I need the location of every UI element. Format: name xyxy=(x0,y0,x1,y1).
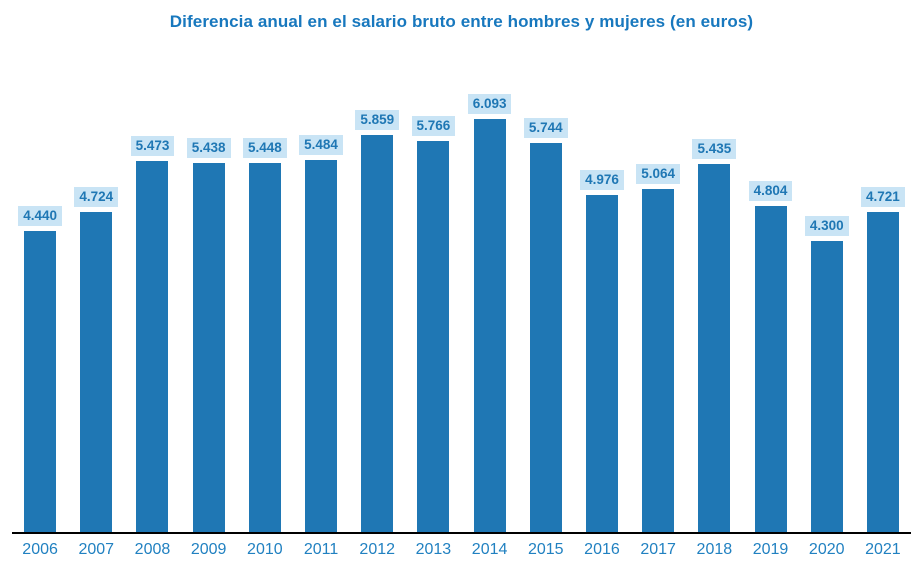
bar-column-2015: 5.744 xyxy=(518,117,574,532)
bar-value-label: 6.093 xyxy=(467,94,512,114)
x-axis-tick-label: 2007 xyxy=(78,541,115,558)
x-axis-tick-label: 2006 xyxy=(22,541,58,558)
x-axis-tick-label: 2017 xyxy=(640,541,676,558)
x-axis-tick-label: 2014 xyxy=(471,541,508,558)
x-axis-tick-label: 2020 xyxy=(808,541,845,558)
bar xyxy=(866,212,899,532)
bar-value-label: 4.724 xyxy=(74,186,119,207)
bar xyxy=(80,211,113,532)
bar xyxy=(529,142,562,532)
bar-column-2014: 6.093 xyxy=(462,94,518,532)
plot-area: 4.440 4.724 5.473 5.438 5.448 5.484 5.859 5.766… xyxy=(12,0,911,532)
bar-column-2006: 4.440 xyxy=(12,206,68,532)
x-axis-tick-label: 2016 xyxy=(584,541,620,558)
x-axis-labels: 2006 2007 2008 2009 2010 2011 2012 2013 2014 2015… xyxy=(12,541,911,559)
bar-column-2013: 5.766 xyxy=(405,116,461,532)
x-axis-tick-label: 2012 xyxy=(359,541,396,558)
bar xyxy=(473,119,506,532)
x-axis-tick-label: 2013 xyxy=(415,541,452,558)
x-axis-tick-label: 2011 xyxy=(303,541,339,558)
bar-column-2008: 5.473 xyxy=(124,136,180,532)
bar xyxy=(192,163,225,532)
bar-column-2011: 5.484 xyxy=(293,135,349,532)
bar-column-2016: 4.976 xyxy=(574,169,630,532)
bar-value-label: 5.473 xyxy=(130,136,175,156)
x-axis-tick-label: 2019 xyxy=(752,541,789,558)
bar-column-2010: 5.448 xyxy=(237,137,293,532)
bar-column-2007: 4.724 xyxy=(68,186,124,532)
bar-column-2012: 5.859 xyxy=(349,109,405,532)
bar xyxy=(810,240,843,532)
bar xyxy=(698,163,731,532)
x-axis-tick-label: 2008 xyxy=(134,541,171,558)
bar xyxy=(24,231,57,532)
bar-column-2017: 5.064 xyxy=(630,163,686,532)
bar-value-label: 5.766 xyxy=(411,116,456,137)
bar-column-2019: 4.804 xyxy=(742,181,798,532)
x-axis-line xyxy=(12,532,911,534)
bar xyxy=(585,194,618,532)
x-axis-tick-label: 2018 xyxy=(696,541,733,558)
bar-value-label: 5.859 xyxy=(355,109,400,130)
bar-column-2021: 4.721 xyxy=(855,187,911,532)
bar-value-label: 5.744 xyxy=(523,117,568,138)
x-axis-tick-label: 2021 xyxy=(865,541,901,558)
bar-value-label: 4.300 xyxy=(804,215,849,236)
bar xyxy=(754,206,787,532)
x-axis-tick-label: 2009 xyxy=(190,541,227,558)
bar-value-label: 5.438 xyxy=(186,138,231,159)
bar xyxy=(417,141,450,532)
bar-value-label: 4.440 xyxy=(18,206,62,226)
chart-title: Diferencia anual en el salario bruto ent… xyxy=(169,12,754,31)
bar-value-label: 4.721 xyxy=(861,187,905,207)
bar-value-label: 4.804 xyxy=(748,181,793,202)
x-axis-tick-label: 2010 xyxy=(247,541,283,558)
bar xyxy=(136,161,169,532)
bar xyxy=(642,188,675,532)
bar xyxy=(248,162,281,532)
bar-value-label: 5.448 xyxy=(242,137,287,158)
bar xyxy=(305,160,338,532)
bar-value-label: 5.435 xyxy=(692,138,737,159)
x-axis-tick-label: 2015 xyxy=(527,541,564,558)
bar-value-label: 5.484 xyxy=(299,135,343,156)
bar-column-2020: 4.300 xyxy=(799,215,855,532)
bar-column-2018: 5.435 xyxy=(686,138,742,532)
bar-value-label: 4.976 xyxy=(580,169,624,190)
bar-value-label: 5.064 xyxy=(636,163,681,184)
bar-column-2009: 5.438 xyxy=(181,138,237,532)
bar xyxy=(361,134,394,532)
